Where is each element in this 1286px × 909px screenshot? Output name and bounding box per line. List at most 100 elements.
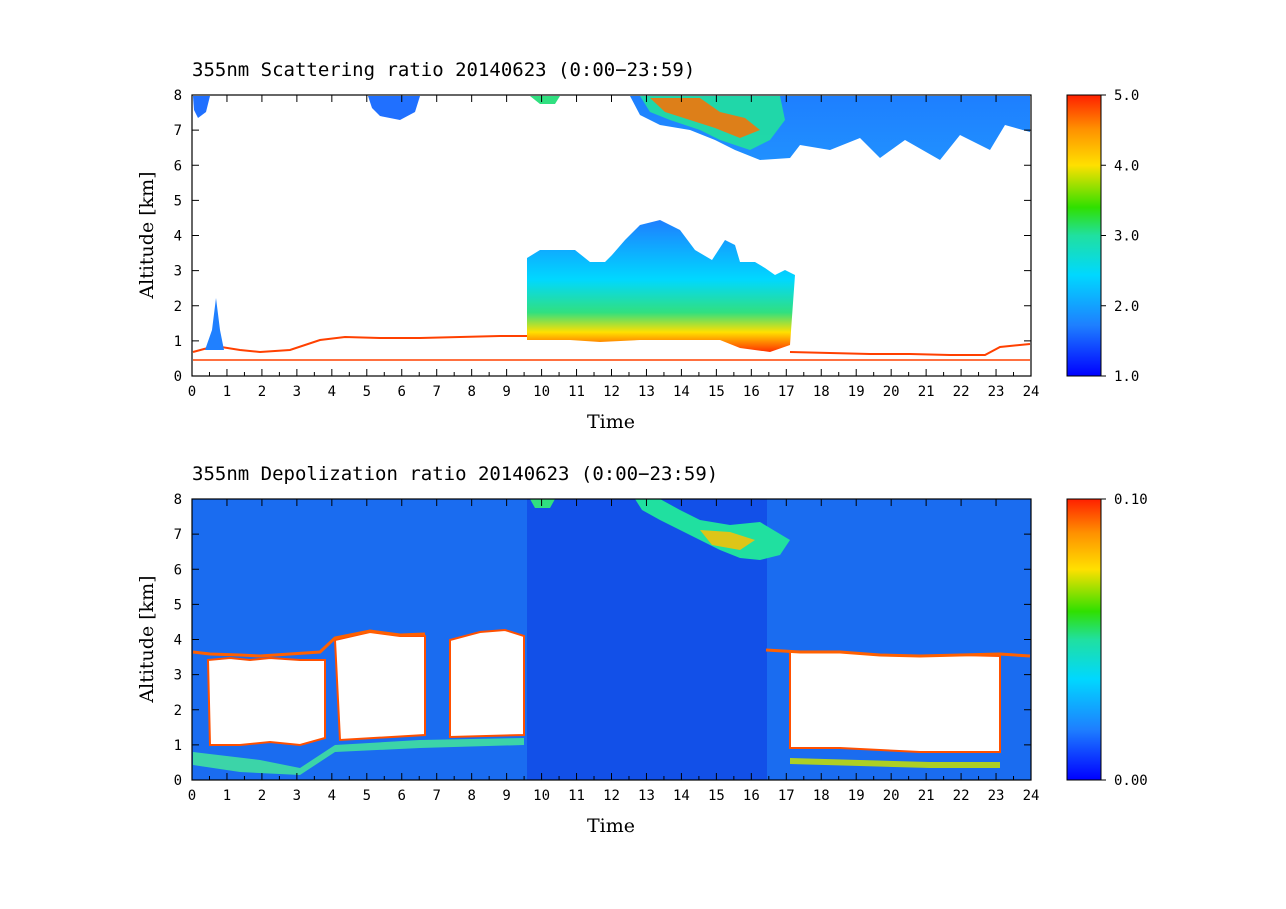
x-tick-label: 10 bbox=[533, 788, 550, 804]
x-tick-label: 17 bbox=[778, 788, 795, 804]
cloud-free-region-early bbox=[206, 656, 326, 747]
x-tick-label: 16 bbox=[743, 384, 760, 400]
surface-aerosol-layer bbox=[193, 738, 524, 775]
y-tick-label: 8 bbox=[174, 88, 182, 104]
x-tick-label: 1 bbox=[223, 384, 231, 400]
x-tick-label: 10 bbox=[533, 384, 550, 400]
x-tick-label: 19 bbox=[848, 384, 865, 400]
y-tick-label: 2 bbox=[174, 703, 182, 719]
x-tick-label: 20 bbox=[883, 788, 900, 804]
colorbar-tick-label: 3.0 bbox=[1114, 229, 1139, 245]
x-tick-label: 18 bbox=[813, 384, 830, 400]
x-tick-label: 13 bbox=[638, 788, 655, 804]
y-tick-label: 1 bbox=[174, 334, 182, 350]
y-tick-label: 0 bbox=[174, 369, 182, 385]
x-tick-label: 6 bbox=[398, 788, 406, 804]
x-tick-label: 16 bbox=[743, 788, 760, 804]
y-axis-ticks: 0 1 2 3 4 5 6 7 8 bbox=[174, 88, 1031, 385]
colorbar-gradient bbox=[1066, 498, 1102, 781]
x-tick-label: 20 bbox=[883, 384, 900, 400]
x-tick-label: 15 bbox=[708, 384, 725, 400]
y-tick-label: 1 bbox=[174, 738, 182, 754]
x-tick-label: 7 bbox=[432, 788, 440, 804]
y-axis-ticks: 0 1 2 3 4 5 6 7 8 bbox=[174, 492, 1031, 789]
x-tick-label: 3 bbox=[293, 788, 301, 804]
colorbar-tick-label: 5.0 bbox=[1114, 88, 1139, 104]
depolarization-ratio-panel: 355nm Depolization ratio 20140623 (0:00−… bbox=[136, 463, 1148, 837]
x-tick-label: 22 bbox=[953, 384, 970, 400]
colorbar: 0.10 0.00 bbox=[1066, 492, 1148, 789]
cloud-free-region-evening bbox=[789, 651, 1001, 753]
x-tick-label: 0 bbox=[188, 384, 196, 400]
x-tick-label: 14 bbox=[673, 384, 690, 400]
x-tick-label: 8 bbox=[467, 788, 475, 804]
x-tick-label: 11 bbox=[568, 384, 585, 400]
x-axis-label: Time bbox=[587, 815, 635, 837]
scattering-ratio-heatmap bbox=[192, 96, 1031, 361]
aerosol-top-line-evening bbox=[765, 648, 1031, 658]
y-tick-label: 4 bbox=[174, 229, 182, 245]
x-tick-label: 12 bbox=[603, 384, 620, 400]
boundary-layer-aerosol bbox=[527, 220, 795, 352]
x-tick-label: 6 bbox=[398, 384, 406, 400]
chart-title: 355nm Scattering ratio 20140623 (0:00−23… bbox=[192, 59, 695, 81]
y-tick-label: 8 bbox=[174, 492, 182, 508]
x-tick-label: 3 bbox=[293, 384, 301, 400]
x-tick-label: 4 bbox=[328, 384, 336, 400]
y-tick-label: 3 bbox=[174, 264, 182, 280]
colorbar-tick-label: 1.0 bbox=[1114, 369, 1139, 385]
colorbar-gradient bbox=[1066, 94, 1102, 377]
y-axis-label: Altitude [km] bbox=[136, 171, 158, 299]
x-tick-label: 0 bbox=[188, 788, 196, 804]
x-axis-label: Time bbox=[587, 411, 635, 433]
cloud-free-region-night bbox=[333, 630, 426, 742]
x-tick-label: 21 bbox=[918, 384, 935, 400]
cloud-free-region-night-2 bbox=[449, 628, 525, 739]
x-tick-label: 4 bbox=[328, 788, 336, 804]
x-tick-label: 12 bbox=[603, 788, 620, 804]
y-tick-label: 6 bbox=[174, 158, 182, 174]
x-tick-label: 24 bbox=[1023, 384, 1040, 400]
x-tick-label: 18 bbox=[813, 788, 830, 804]
scattering-ratio-panel: 355nm Scattering ratio 20140623 (0:00−23… bbox=[136, 59, 1139, 433]
x-tick-label: 2 bbox=[258, 788, 266, 804]
y-tick-label: 7 bbox=[174, 123, 182, 139]
night-layer-line bbox=[789, 343, 1031, 356]
y-tick-label: 4 bbox=[174, 633, 182, 649]
cirrus-core-red bbox=[650, 98, 760, 138]
cirrus-small-5km bbox=[368, 96, 420, 120]
colorbar-tick-label: 0.10 bbox=[1114, 492, 1148, 508]
upper-cloud bbox=[635, 499, 790, 560]
x-tick-label: 15 bbox=[708, 788, 725, 804]
y-tick-label: 7 bbox=[174, 527, 182, 543]
x-tick-label: 11 bbox=[568, 788, 585, 804]
colorbar: 5.0 4.0 3.0 2.0 1.0 bbox=[1066, 88, 1139, 385]
x-tick-label: 22 bbox=[953, 788, 970, 804]
x-axis-ticks: 0 1 2 3 4 5 6 7 8 9 10 11 12 13 14 15 16 17 18 19 20 21 22 23 24 bbox=[188, 95, 1040, 400]
x-tick-label: 13 bbox=[638, 384, 655, 400]
colorbar-tick-label: 4.0 bbox=[1114, 158, 1139, 174]
x-tick-label: 21 bbox=[918, 788, 935, 804]
y-tick-label: 6 bbox=[174, 562, 182, 578]
y-axis-label: Altitude [km] bbox=[136, 575, 158, 703]
colorbar-ticks: 0.10 0.00 bbox=[1101, 492, 1148, 789]
x-tick-label: 9 bbox=[502, 788, 510, 804]
colorbar-tick-label: 0.00 bbox=[1114, 773, 1148, 789]
x-tick-label: 5 bbox=[363, 384, 371, 400]
colorbar-ticks: 5.0 4.0 3.0 2.0 1.0 bbox=[1101, 88, 1139, 385]
aerosol-spike bbox=[205, 298, 224, 350]
x-tick-label: 23 bbox=[988, 384, 1005, 400]
y-tick-label: 5 bbox=[174, 193, 182, 209]
depolarization-ratio-plot: 0 1 2 3 4 5 6 7 8 9 10 11 12 13 14 15 16 17 18 19 20 21 22 23 24… bbox=[174, 492, 1040, 804]
x-tick-label: 17 bbox=[778, 384, 795, 400]
x-tick-label: 19 bbox=[848, 788, 865, 804]
chart-title: 355nm Depolization ratio 20140623 (0:00−… bbox=[192, 463, 718, 485]
x-tick-label: 7 bbox=[432, 384, 440, 400]
upper-cloud-core bbox=[700, 530, 755, 550]
depolarization-ratio-heatmap bbox=[192, 499, 1031, 780]
x-tick-label: 14 bbox=[673, 788, 690, 804]
x-tick-label: 24 bbox=[1023, 788, 1040, 804]
mixed-layer-line bbox=[192, 335, 527, 354]
y-tick-label: 0 bbox=[174, 773, 182, 789]
